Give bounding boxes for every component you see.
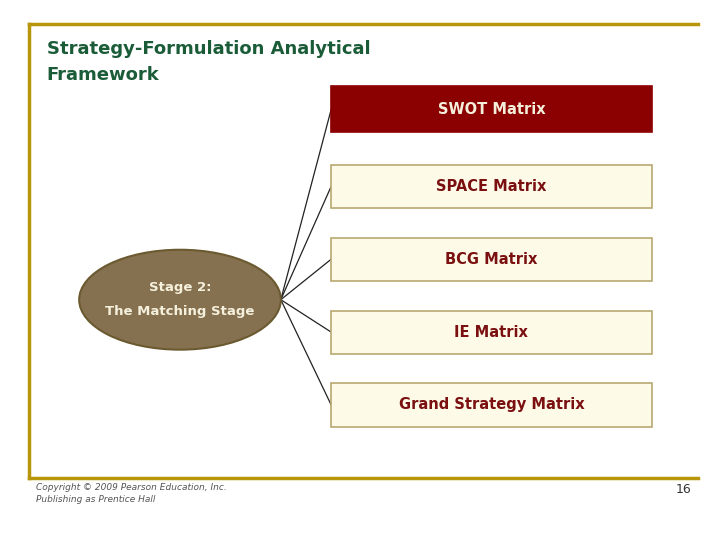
Text: Stage 2:: Stage 2: xyxy=(149,281,211,294)
Text: SWOT Matrix: SWOT Matrix xyxy=(438,102,545,117)
Ellipse shape xyxy=(79,249,281,350)
Text: Framework: Framework xyxy=(47,66,160,84)
Text: The Matching Stage: The Matching Stage xyxy=(105,305,255,318)
Text: Grand Strategy Matrix: Grand Strategy Matrix xyxy=(399,397,584,413)
FancyBboxPatch shape xyxy=(331,238,652,281)
Text: BCG Matrix: BCG Matrix xyxy=(445,252,538,267)
FancyBboxPatch shape xyxy=(331,310,652,354)
Text: SPACE Matrix: SPACE Matrix xyxy=(436,179,546,194)
FancyBboxPatch shape xyxy=(331,86,652,132)
FancyBboxPatch shape xyxy=(331,383,652,427)
Text: Copyright © 2009 Pearson Education, Inc.
Publishing as Prentice Hall: Copyright © 2009 Pearson Education, Inc.… xyxy=(36,483,227,504)
Text: Strategy-Formulation Analytical: Strategy-Formulation Analytical xyxy=(47,40,370,58)
Text: 16: 16 xyxy=(675,483,691,496)
Text: IE Matrix: IE Matrix xyxy=(454,325,528,340)
FancyBboxPatch shape xyxy=(331,165,652,208)
